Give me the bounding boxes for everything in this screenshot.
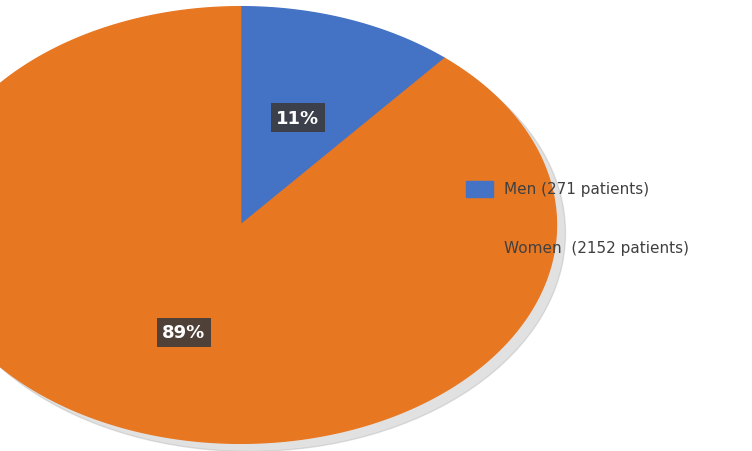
Text: 11%: 11% — [276, 110, 319, 127]
Ellipse shape — [0, 16, 566, 451]
Bar — [466, 240, 493, 256]
Text: Men (271 patients): Men (271 patients) — [504, 182, 649, 197]
Text: 89%: 89% — [162, 324, 205, 341]
Polygon shape — [241, 8, 444, 226]
Text: Women  (2152 patients): Women (2152 patients) — [504, 240, 689, 256]
Polygon shape — [0, 8, 556, 443]
Bar — [466, 181, 493, 198]
